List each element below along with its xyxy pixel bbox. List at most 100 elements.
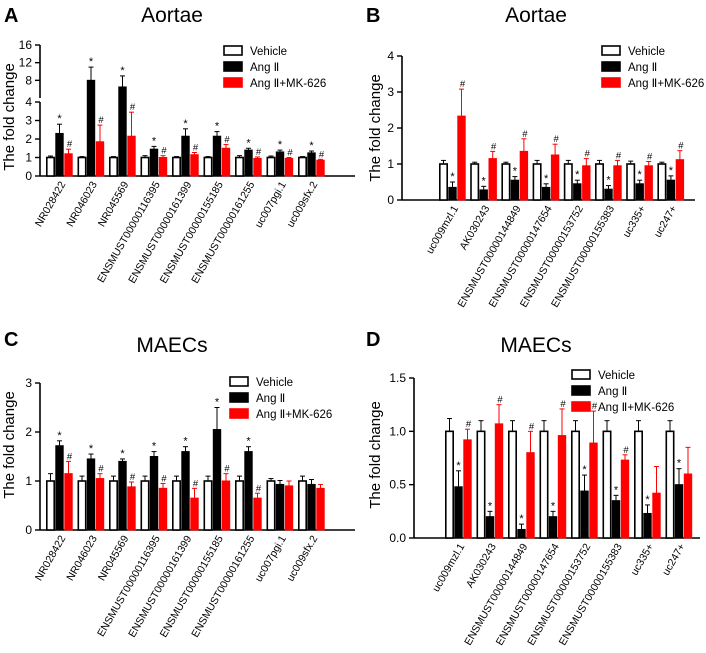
bar-mk626 — [494, 423, 504, 539]
significance-star: * — [669, 165, 674, 177]
significance-star: * — [519, 513, 524, 525]
significance-hash: # — [623, 445, 629, 456]
bar-mk626 — [95, 141, 105, 177]
significance-hash: # — [67, 451, 73, 462]
significance-star: * — [89, 56, 94, 68]
bar-mk626 — [221, 480, 231, 531]
significance-star: * — [183, 436, 188, 448]
significance-hash: # — [678, 141, 684, 152]
y-tick-label: 0.5 — [389, 478, 406, 492]
bar-ang — [212, 135, 222, 177]
y-tick-label: 3 — [25, 376, 32, 390]
bar-ang — [55, 132, 64, 177]
bar-ang — [448, 186, 457, 201]
bar-mk626 — [190, 154, 199, 177]
bar-mk626 — [526, 452, 535, 539]
y-tick-label: 3 — [25, 114, 32, 128]
category-label: uc007pgi.1 — [253, 179, 289, 230]
bar-ang — [86, 79, 96, 177]
significance-star: * — [246, 137, 251, 149]
bar-mk626 — [613, 165, 622, 201]
significance-star: * — [120, 65, 125, 77]
category-label: ENSMUST00000155383 — [557, 541, 625, 647]
significance-star: * — [183, 118, 188, 130]
bar-mk626 — [589, 442, 598, 539]
bar-mk626 — [158, 487, 168, 531]
category-label: uc009mzl.1 — [430, 541, 467, 594]
legend-swatch-ang — [223, 61, 243, 72]
bar-ang — [212, 429, 222, 531]
bar-vehicle — [507, 430, 517, 539]
y-tick-label: 16 — [19, 38, 33, 52]
bar-vehicle — [665, 430, 675, 539]
bar-ang — [541, 186, 551, 201]
legend-label-ang: Ang Ⅱ — [628, 62, 657, 74]
significance-hash: # — [497, 395, 503, 406]
significance-hash: # — [98, 464, 104, 475]
significance-hash: # — [287, 148, 293, 159]
significance-hash: # — [224, 135, 230, 146]
significance-hash: # — [553, 134, 559, 145]
bar-vehicle — [45, 156, 55, 177]
bar-vehicle — [172, 480, 182, 531]
significance-star: * — [450, 171, 455, 183]
bar-vehicle — [140, 156, 150, 177]
bar-mk626 — [582, 165, 591, 201]
bar-mk626 — [620, 459, 630, 539]
significance-hash: # — [560, 399, 566, 410]
panel-d-title: MAECs — [500, 334, 571, 357]
bar-ang — [181, 451, 190, 531]
panel-b-title: Aortae — [505, 4, 567, 27]
bar-ang — [149, 456, 159, 531]
panel-c-legend: Vehicle Ang Ⅱ Ang Ⅱ+MK-626 — [229, 376, 332, 421]
bar-mk626 — [316, 487, 325, 531]
legend-label-ang: Ang Ⅱ — [256, 393, 285, 405]
significance-hash: # — [616, 150, 622, 161]
bar-vehicle — [45, 480, 55, 531]
bar-mk626 — [463, 439, 472, 539]
significance-star: * — [551, 500, 556, 512]
bar-ang — [307, 152, 316, 177]
bar-mk626 — [253, 497, 262, 531]
panel-a-ylabel: The fold change — [1, 63, 18, 171]
bar-ang — [674, 484, 684, 539]
significance-star: * — [482, 175, 487, 187]
legend-label-mk626: Ang Ⅱ+MK-626 — [250, 78, 326, 90]
bar-ang — [307, 483, 316, 531]
panel-a-legend: Vehicle Ang Ⅱ Ang Ⅱ+MK-626 — [223, 45, 326, 90]
bar-mk626 — [675, 159, 685, 201]
bar-vehicle — [633, 430, 643, 539]
category-label: NR046023 — [64, 179, 100, 229]
significance-hash: # — [98, 115, 104, 126]
significance-star: * — [582, 464, 587, 476]
significance-star: * — [246, 436, 251, 448]
category-label: ENSMUST00000161255 — [189, 533, 257, 639]
y-tick-label: 0 — [387, 193, 394, 207]
legend-swatch-ang — [601, 61, 621, 72]
bar-ang — [55, 445, 64, 531]
y-tick-label: 0 — [25, 523, 32, 537]
bar-mk626 — [221, 147, 231, 177]
bar-mk626 — [644, 165, 653, 201]
significance-star: * — [152, 135, 157, 147]
bar-ang — [611, 500, 621, 539]
significance-hash: # — [130, 102, 136, 113]
category-label: AK030243 — [464, 541, 499, 590]
bar-mk626 — [457, 115, 466, 201]
significance-hash: # — [466, 419, 472, 430]
bar-ang — [275, 151, 285, 177]
bar-vehicle — [539, 430, 549, 539]
bar-vehicle — [626, 163, 636, 201]
bar-ang — [666, 179, 676, 201]
bar-mk626 — [284, 485, 294, 531]
legend-label-vehicle: Vehicle — [628, 46, 665, 58]
bar-mk626 — [488, 158, 497, 201]
panel-letter-a: A — [4, 5, 18, 27]
significance-star: * — [575, 169, 580, 181]
bar-mk626 — [95, 478, 105, 531]
bar-mk626 — [652, 492, 661, 539]
bar-vehicle — [140, 480, 150, 531]
bar-vehicle — [266, 480, 276, 531]
significance-hash: # — [224, 464, 230, 475]
significance-hash: # — [193, 143, 199, 154]
